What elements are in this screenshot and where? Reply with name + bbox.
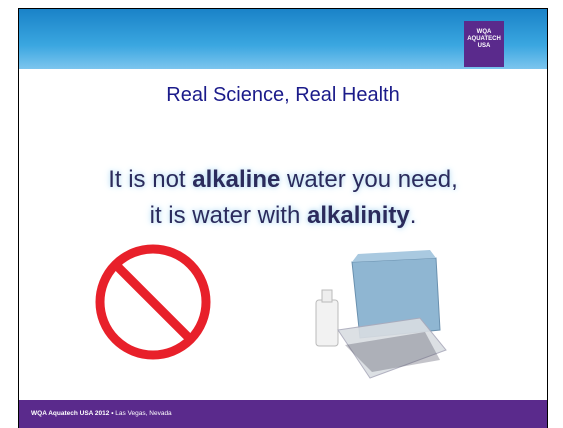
illustrations [0, 0, 563, 400]
footer: WQA Aquatech USA 2012 • Las Vegas, Nevad… [19, 400, 547, 428]
prohibition-sign [100, 249, 206, 355]
footer-location: Las Vegas, Nevada [115, 410, 171, 417]
test-kit [316, 250, 446, 378]
slide: WQAAQUATECHUSA Real Science, Real Health… [0, 0, 563, 428]
footer-separator: • [111, 410, 113, 417]
footer-event: WQA Aquatech USA 2012 [31, 410, 109, 417]
